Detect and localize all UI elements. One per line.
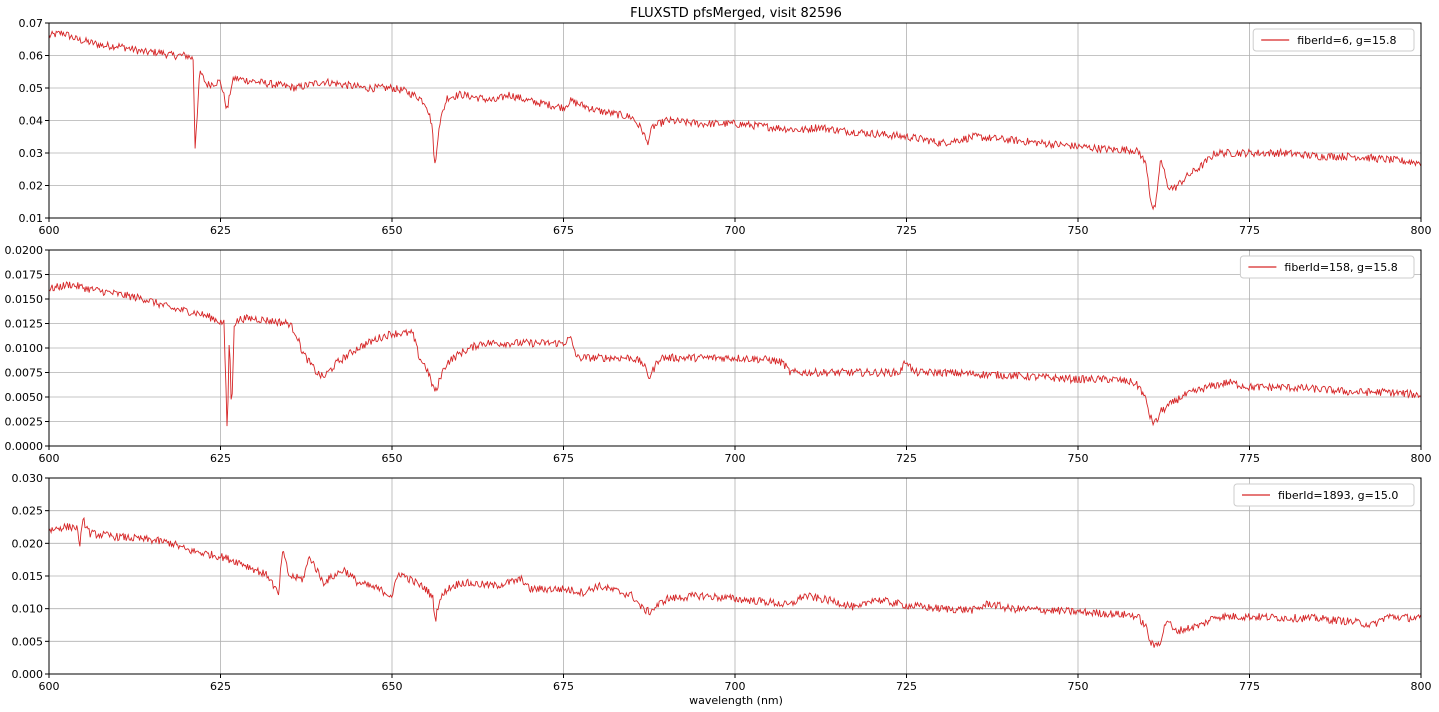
x-tick-label: 750 [1068,452,1089,465]
legend-label: fiberId=1893, g=15.0 [1278,489,1398,502]
series-line-1 [49,30,1421,211]
y-tick-label: 0.05 [19,82,44,95]
panel-1: 600 625 650 675 700 725 750 775 800 0.01 0.02 0.03 0… [19,17,1432,237]
panels-container: 600 625 650 675 700 725 750 775 8000.010.020.030… [5,17,1432,693]
x-tick-label: 625 [210,452,231,465]
x-tick-label: 725 [896,224,917,237]
y-tick-label: 0.025 [12,505,44,518]
x-tick-label: 600 [39,452,60,465]
legend-label: fiberId=6, g=15.8 [1297,34,1396,47]
y-tick-label: 0.0200 [5,244,44,257]
y-tick-label: 0.000 [12,668,44,681]
x-tick-label: 775 [1239,452,1260,465]
y-tick-label: 0.06 [19,50,44,63]
x-tick-label: 675 [553,452,574,465]
panel-2: 600 625 650 675 700 725 750 775 800 0.0000 0.0025 0… [5,244,1432,465]
y-tick-label: 0.0050 [5,391,44,404]
figure-title: FLUXSTD pfsMerged, visit 82596 [630,6,842,21]
x-tick-label: 600 [39,224,60,237]
x-tick-label: 775 [1239,680,1260,693]
x-tick-label: 700 [725,224,746,237]
y-tick-label: 0.0075 [5,367,44,380]
panel-3: 600 625 650 675 700 725 750 775 800 0.000 0.005 0.0… [12,472,1432,693]
x-tick-label: 800 [1411,452,1432,465]
y-tick-label: 0.0175 [5,269,44,282]
x-tick-label: 600 [39,680,60,693]
x-axis-label: wavelength (nm) [689,694,783,707]
series-line-1 [49,281,1421,427]
y-tick-label: 0.030 [12,472,44,485]
legend-box [1233,483,1415,507]
y-tick-label: 0.0100 [5,342,44,355]
x-tick-label: 700 [725,680,746,693]
legend-label: fiberId=158, g=15.8 [1284,261,1397,274]
y-tick-label: 0.04 [19,115,44,128]
y-tick-label: 0.020 [12,537,44,550]
x-tick-label: 625 [210,680,231,693]
y-tick-label: 0.07 [19,17,44,30]
y-tick-label: 0.015 [12,570,44,583]
x-tick-label: 750 [1068,224,1089,237]
x-tick-label: 700 [725,452,746,465]
y-tick-label: 0.010 [12,603,44,616]
x-tick-label: 675 [553,224,574,237]
x-tick-label: 625 [210,224,231,237]
x-tick-label: 650 [382,224,403,237]
x-tick-label: 675 [553,680,574,693]
legend-box [1252,28,1415,52]
y-tick-label: 0.0150 [5,293,44,306]
axes-frame [48,477,1422,675]
y-tick-label: 0.005 [12,635,44,648]
x-tick-label: 800 [1411,680,1432,693]
y-tick-label: 0.02 [19,180,44,193]
axes-frame [48,249,1422,447]
y-tick-label: 0.01 [19,212,44,225]
x-tick-label: 650 [382,452,403,465]
y-tick-label: 0.03 [19,147,44,160]
x-tick-label: 775 [1239,224,1260,237]
x-tick-label: 800 [1411,224,1432,237]
y-tick-label: 0.0025 [5,416,44,429]
legend-box [1239,255,1415,279]
x-tick-label: 750 [1068,680,1089,693]
x-tick-label: 725 [896,680,917,693]
series-line-1 [49,516,1421,648]
y-tick-label: 0.0125 [5,318,44,331]
x-tick-label: 650 [382,680,403,693]
y-tick-label: 0.0000 [5,440,44,453]
x-tick-label: 725 [896,452,917,465]
axes-frame [48,22,1422,219]
